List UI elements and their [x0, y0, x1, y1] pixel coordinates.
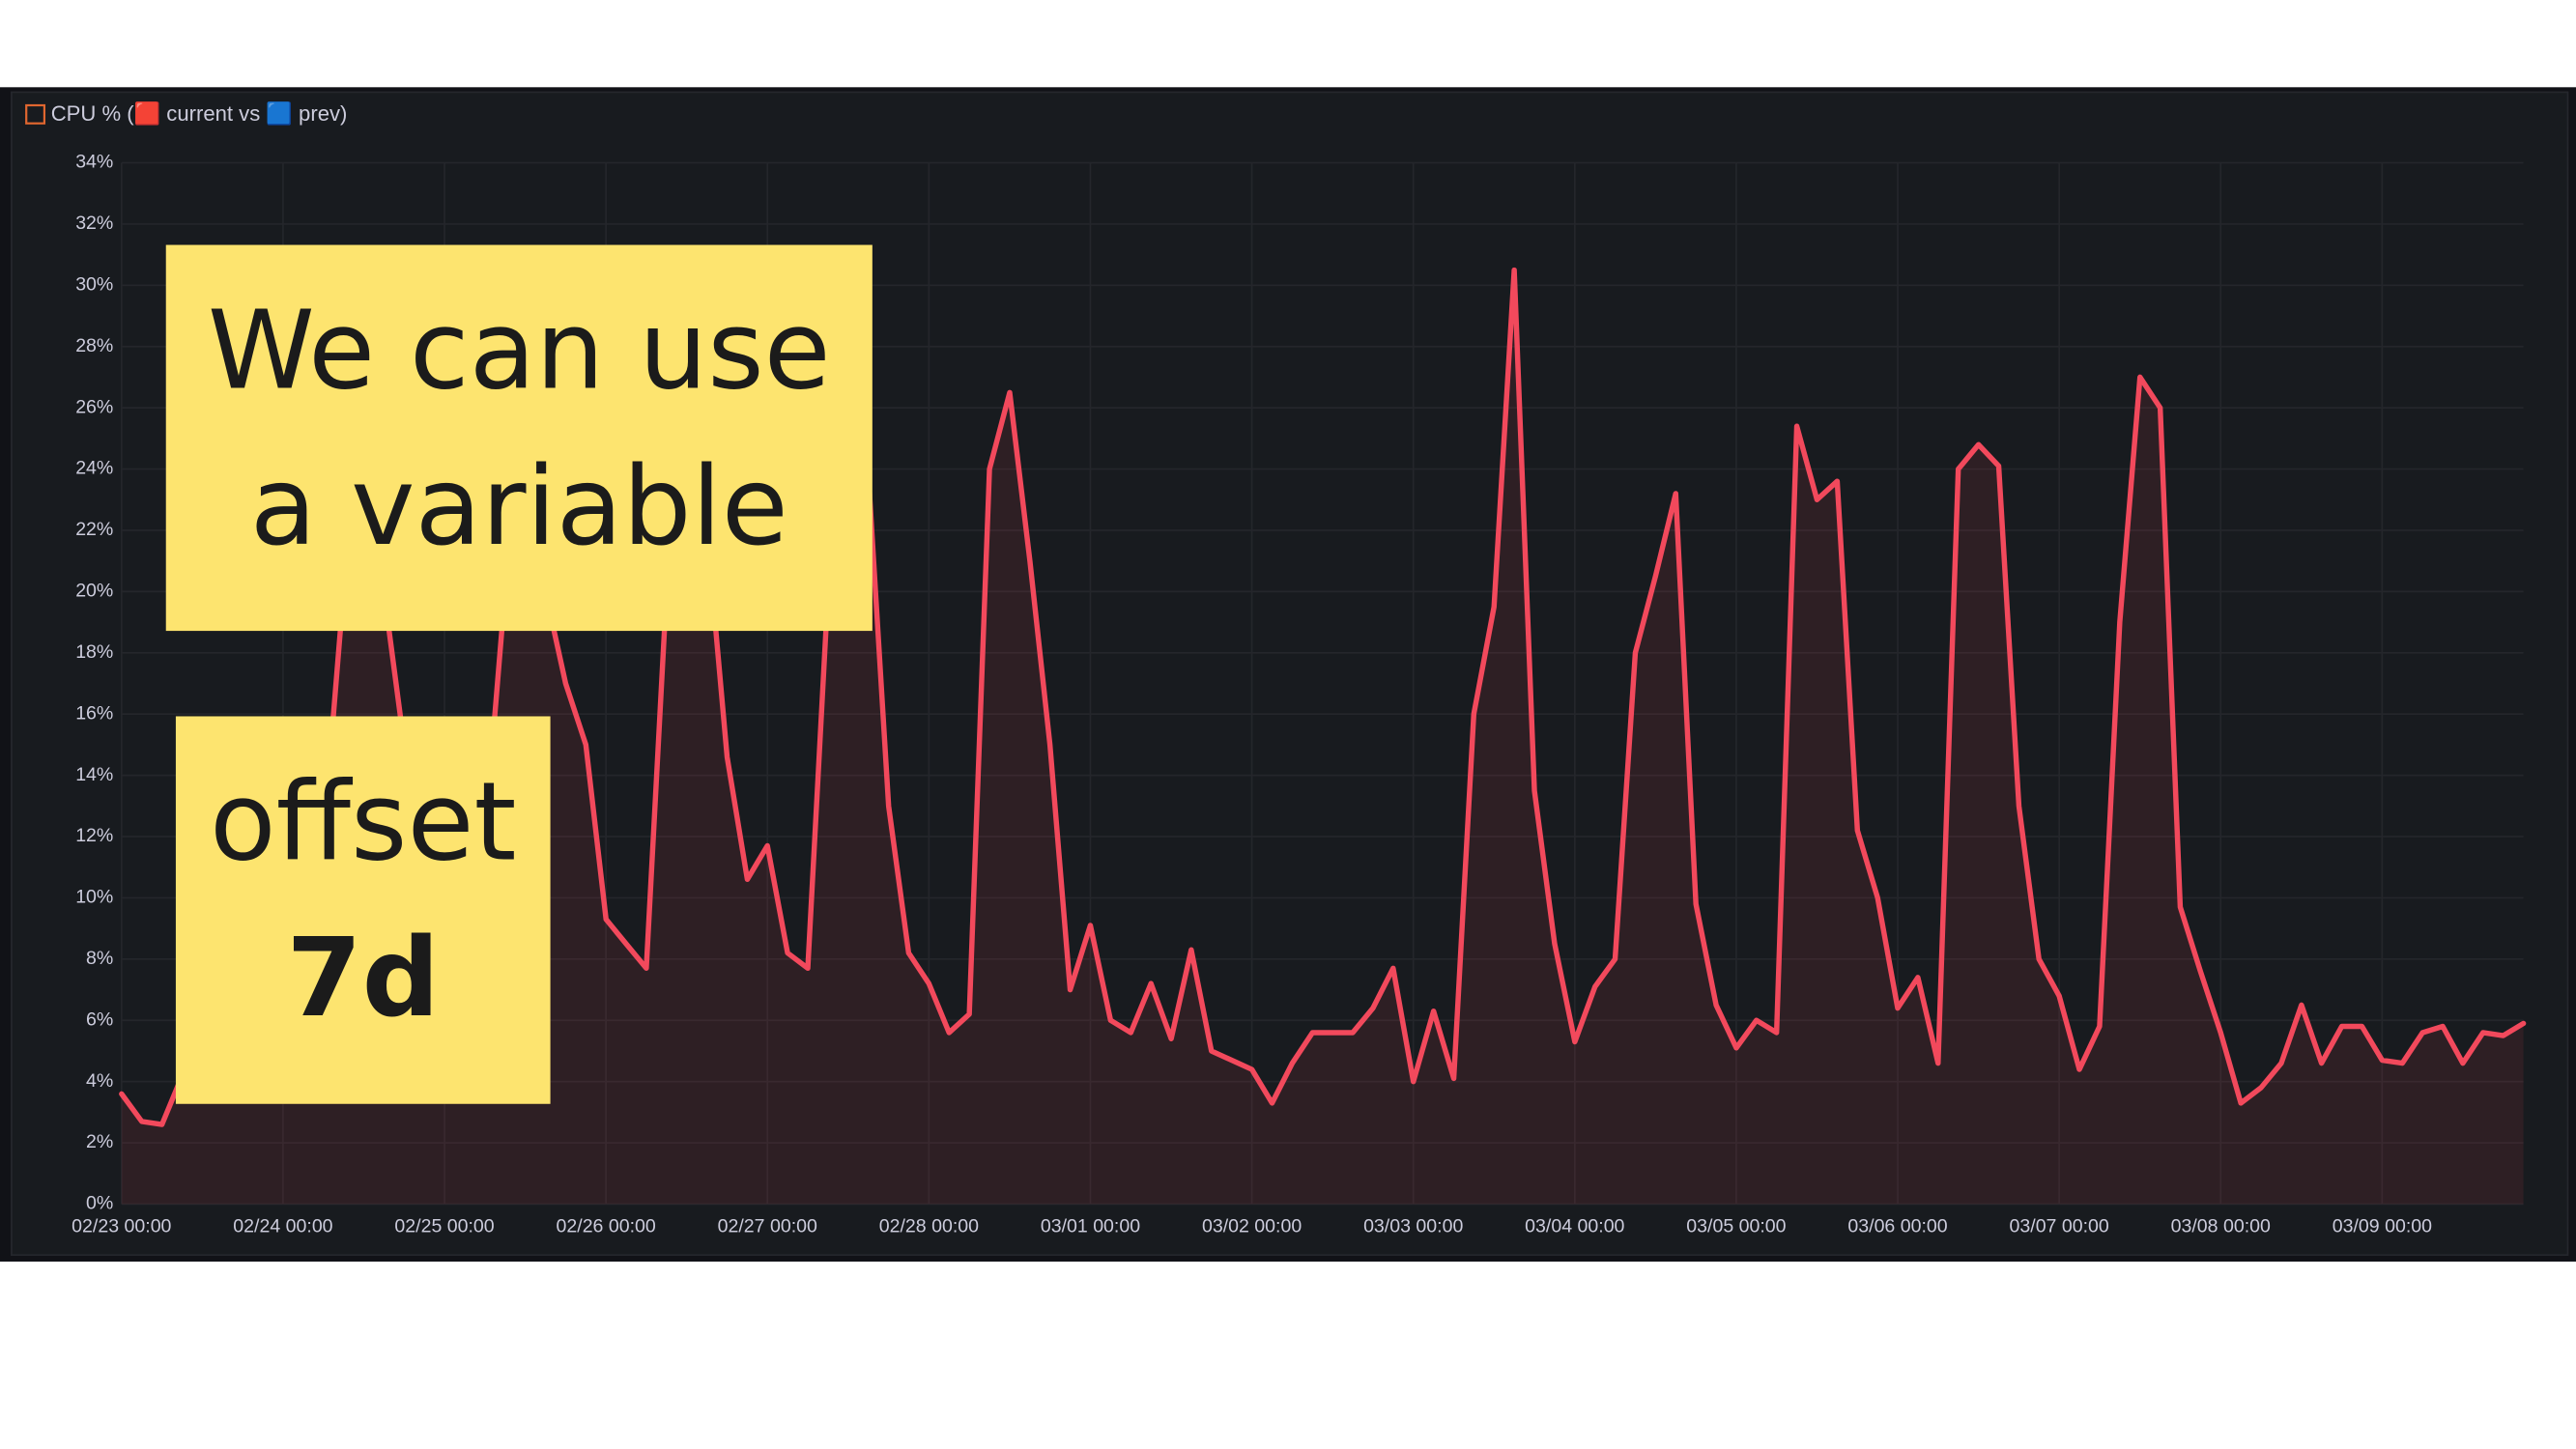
- y-tick-label: 6%: [86, 1009, 113, 1030]
- x-tick-label: 03/09 00:00: [2333, 1215, 2432, 1236]
- y-tick-label: 30%: [75, 274, 113, 296]
- y-tick-label: 12%: [75, 825, 113, 846]
- panel-title: CPU % (🟥 current vs 🟦 prev): [51, 100, 348, 126]
- y-tick-label: 10%: [75, 887, 113, 908]
- annotation-box: [175, 716, 551, 1104]
- y-tick-label: 18%: [75, 641, 113, 663]
- x-tick-label: 03/06 00:00: [1847, 1215, 1947, 1236]
- y-tick-label: 32%: [75, 213, 113, 234]
- annotation-line: offset: [210, 760, 516, 886]
- annotation-line: 7d: [287, 916, 440, 1041]
- x-tick-label: 03/05 00:00: [1686, 1215, 1786, 1236]
- annotation-line: We can use: [208, 289, 831, 414]
- y-tick-label: 0%: [86, 1193, 113, 1214]
- x-tick-label: 02/26 00:00: [557, 1215, 656, 1236]
- x-tick-label: 02/28 00:00: [879, 1215, 979, 1236]
- x-tick-label: 03/07 00:00: [2010, 1215, 2109, 1236]
- annotations: We can use a variable offset 7d: [165, 244, 873, 1104]
- y-tick-label: 4%: [86, 1070, 113, 1092]
- x-tick-label: 02/27 00:00: [718, 1215, 817, 1236]
- annotation-line: a variable: [250, 444, 788, 570]
- panel-icon: [25, 103, 46, 125]
- y-tick-label: 34%: [75, 152, 113, 173]
- x-tick-label: 03/04 00:00: [1525, 1215, 1624, 1236]
- y-tick-label: 26%: [75, 396, 113, 417]
- x-tick-label: 03/01 00:00: [1041, 1215, 1140, 1236]
- x-tick-label: 03/08 00:00: [2171, 1215, 2271, 1236]
- x-tick-label: 02/25 00:00: [394, 1215, 494, 1236]
- annotation-box: [165, 244, 873, 632]
- y-tick-label: 14%: [75, 764, 113, 785]
- y-tick-label: 8%: [86, 948, 113, 969]
- x-tick-label: 03/03 00:00: [1363, 1215, 1463, 1236]
- x-tick-label: 02/23 00:00: [72, 1215, 171, 1236]
- series-area: [121, 270, 2524, 1205]
- y-tick-label: 2%: [86, 1131, 113, 1152]
- y-tick-label: 22%: [75, 519, 113, 540]
- x-tick-label: 03/02 00:00: [1202, 1215, 1302, 1236]
- y-tick-label: 16%: [75, 702, 113, 724]
- y-tick-label: 20%: [75, 581, 113, 602]
- x-tick-label: 02/24 00:00: [233, 1215, 332, 1236]
- y-tick-label: 24%: [75, 458, 113, 479]
- y-tick-label: 28%: [75, 335, 113, 356]
